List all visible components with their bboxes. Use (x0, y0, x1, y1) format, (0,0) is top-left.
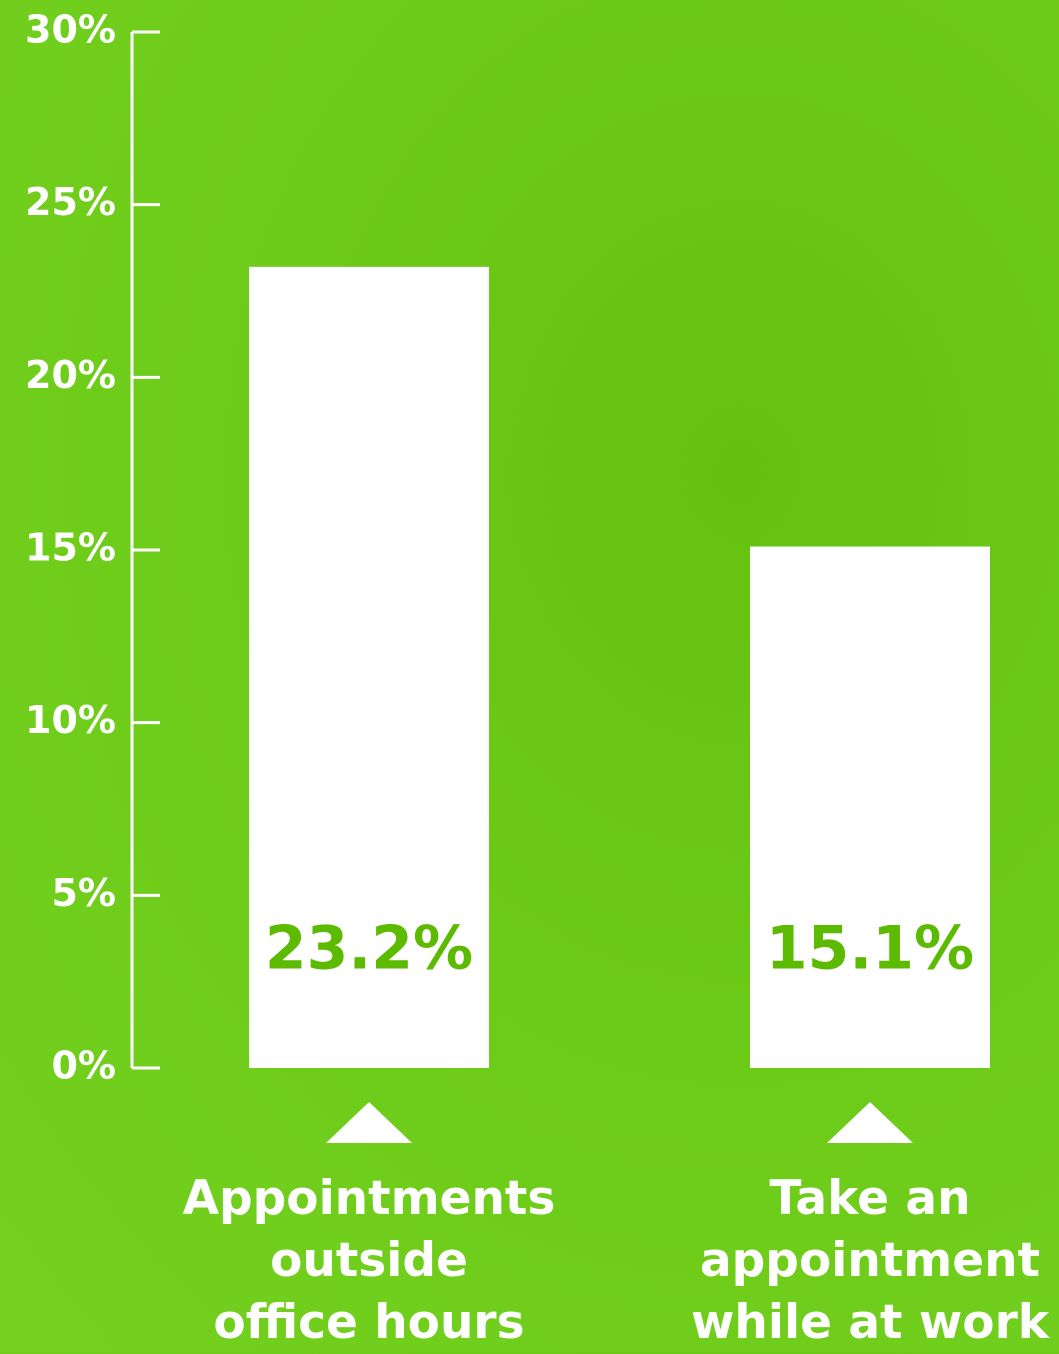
value-label: 23.2% (265, 914, 473, 984)
y-tick-label: 30% (25, 8, 116, 52)
y-tick-label: 5% (51, 871, 116, 915)
pointer-triangle (326, 1102, 412, 1143)
bar (750, 547, 990, 1068)
x-tick-label: Take an appointment while at work (660, 1168, 1059, 1354)
y-tick-label: 10% (25, 698, 116, 742)
y-tick-label: 0% (51, 1044, 116, 1088)
page: 0%5%10%15%20%25%30%23.2%15.1% (() => { c… (0, 0, 1059, 1352)
pointer-triangle (827, 1102, 913, 1143)
y-tick-label: 15% (25, 526, 116, 570)
y-tick-label: 25% (25, 180, 116, 224)
chart: 0% 5% 10% 15% 20% 25% 30% 23.2% 15.1% (0, 0, 1059, 1352)
y-tick-label: 20% (25, 353, 116, 397)
x-tick-label: Appointments outside office hours (159, 1168, 579, 1354)
value-label: 15.1% (766, 914, 974, 984)
